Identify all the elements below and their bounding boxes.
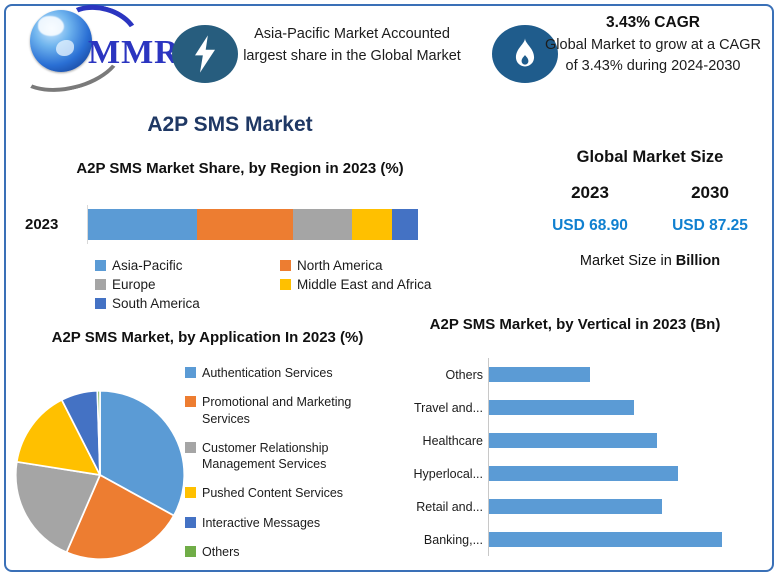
vbar-bar [489,433,658,448]
vbar-bar [489,367,590,382]
vbar-category-label: Hyperlocal... [413,466,483,481]
vbar-track [488,457,767,490]
legend-label: Pushed Content Services [202,486,344,501]
legend-swatch-icon [185,545,196,557]
vbar-track [488,523,767,556]
legend-swatch-icon [280,260,291,271]
region-segment-asia-pacific [88,209,197,240]
page-title: A2P SMS Market [147,113,313,136]
pie-slice [14,460,102,554]
vbar-category-label: Travel and... [413,400,483,415]
vbar-row: Retail and... [405,490,767,523]
vbar-category-label: Retail and... [416,499,483,514]
vbar-bar [489,400,634,415]
legend-label: Others [202,544,240,559]
market-size-value-2030: USD 87.25 [672,217,748,234]
application-chart-title: A2P SMS Market, by Application In 2023 (… [51,329,364,346]
region-segment-north-america [196,209,293,240]
pie-legend-item: Others [185,544,397,560]
pie-legend-item: Authentication Services [185,365,397,381]
region-stacked-bar-chart: 2023 [25,205,455,244]
vbar-category-label: Healthcare [422,433,483,448]
legend-swatch-icon [185,487,196,499]
region-legend-item: Middle East and Africa [280,277,455,292]
vbar-track [488,490,767,523]
market-size-note-prefix: Market Size in [579,253,676,269]
market-size-note: Market Size in Billion [530,253,770,269]
legend-swatch-icon [95,279,106,290]
vbar-bar [489,532,722,547]
vbar-bar [489,499,662,514]
region-axis-category: 2023 [25,216,59,233]
vbar-category-label: Banking,... [423,532,483,547]
region-legend: Asia-Pacific North America Europe Middle Ea… [95,258,455,311]
vbar-row: Hyperlocal... [405,457,767,490]
market-size-year-2023: 2023 [571,183,609,202]
region-chart-row: 2023 [25,205,455,244]
legend-label: Promotional and Marketing Services [202,395,352,426]
vbar-track [488,358,767,391]
pie-slice [15,398,102,477]
legend-label: Customer Relationship Management Service… [202,440,329,471]
pie-legend-item: Interactive Messages [185,515,397,531]
market-size-years: 2023 2030 [530,183,770,203]
region-legend-item: Asia-Pacific [95,258,280,273]
lightning-icon [172,25,238,83]
legend-label: Authentication Services [202,366,333,380]
market-size-panel: Global Market Size 2023 2030 USD 68.90 U… [530,148,770,269]
legend-swatch-icon [95,260,106,271]
application-pie-legend: Authentication Services Promotional and M… [185,365,397,573]
market-size-note-unit: Billion [675,253,721,269]
legend-label: Interactive Messages [202,515,321,530]
flame-icon [492,25,558,83]
vbar-row: Others [405,358,767,391]
legend-label: North America [297,258,383,273]
pie-slice [96,389,101,476]
globe-icon [30,10,92,72]
vbar-bar [489,466,678,481]
vbar-row: Healthcare [405,424,767,457]
cagr-title: 3.43% CAGR [606,14,700,31]
vbar-track [488,391,767,424]
market-size-value-2023: USD 68.90 [552,217,628,234]
cagr-block: 3.43% CAGR Global Market to grow at a CA… [542,14,764,77]
highlight-statement: Asia-Pacific Market Accounted largest sh… [243,26,461,64]
legend-swatch-icon [280,279,291,290]
pie-slice [65,473,176,561]
region-legend-item: Europe [95,277,280,292]
pie-legend-item: Promotional and Marketing Services [185,394,397,427]
vbar-row: Travel and... [405,391,767,424]
legend-label: South America [112,296,200,311]
legend-swatch-icon [185,441,196,453]
vertical-bar-chart: Others Travel and... Healthcare Hyperlocal.… [405,358,767,556]
vertical-chart-title: A2P SMS Market, by Vertical in 2023 (Bn) [429,316,721,333]
region-segment-south-america [391,209,418,240]
region-chart-title: A2P SMS Market Share, by Region in 2023 … [76,160,404,177]
application-pie-chart [14,389,186,561]
legend-label: Asia-Pacific [112,258,183,273]
region-segment-europe [292,209,352,240]
logo-text: MMR [88,34,180,71]
legend-swatch-icon [185,396,196,408]
market-size-values: USD 68.90 USD 87.25 [530,217,770,235]
vbar-track [488,424,767,457]
region-legend-item: South America [95,296,280,311]
market-size-title: Global Market Size [576,148,724,166]
legend-swatch-icon [95,298,106,309]
market-size-year-2030: 2030 [691,183,729,202]
cagr-text: Global Market to grow at a CAGR of 3.43%… [545,37,761,75]
mmr-logo: MMR [5,0,206,103]
vbar-row: Banking,... [405,523,767,556]
vbar-category-label: Others [445,367,483,382]
region-stacked-bar [87,205,418,244]
pie-legend-item: Pushed Content Services [185,485,397,501]
legend-label: Middle East and Africa [297,277,432,292]
pie-legend-item: Customer Relationship Management Service… [185,440,397,473]
region-segment-middle-east-and-africa [351,209,392,240]
pie-slice [99,389,186,517]
legend-swatch-icon [185,516,196,528]
region-legend-item: North America [280,258,455,273]
legend-swatch-icon [185,367,196,378]
legend-label: Europe [112,277,156,292]
